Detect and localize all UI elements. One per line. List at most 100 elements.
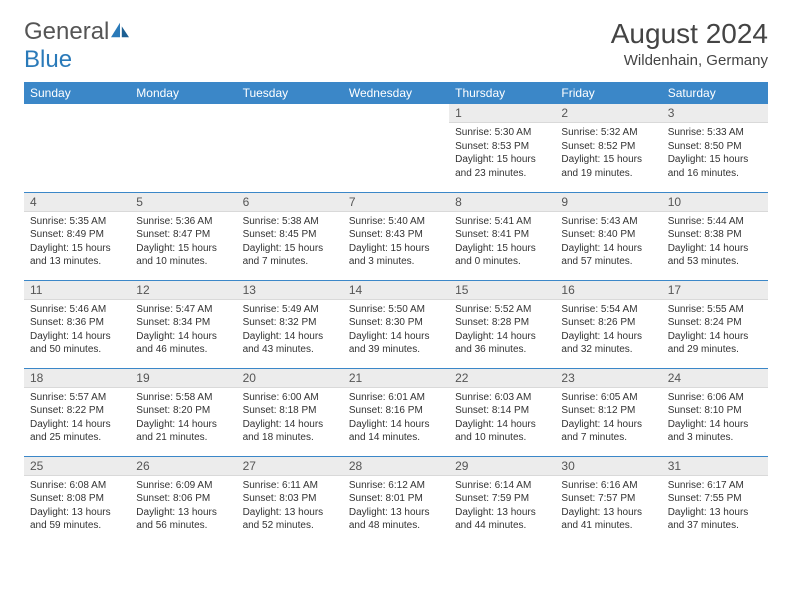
sunrise-line: Sunrise: 5:52 AM xyxy=(455,303,549,317)
sunset-line: Sunset: 8:49 PM xyxy=(30,228,124,242)
calendar-cell: 3Sunrise: 5:33 AMSunset: 8:50 PMDaylight… xyxy=(662,104,768,192)
daylight-line: Daylight: 15 hours and 0 minutes. xyxy=(455,242,549,269)
daylight-line: Daylight: 15 hours and 23 minutes. xyxy=(455,153,549,180)
sunrise-line: Sunrise: 5:38 AM xyxy=(243,215,337,229)
daylight-line: Daylight: 13 hours and 44 minutes. xyxy=(455,506,549,533)
daylight-line: Daylight: 14 hours and 43 minutes. xyxy=(243,330,337,357)
calendar-cell: 18Sunrise: 5:57 AMSunset: 8:22 PMDayligh… xyxy=(24,368,130,456)
daylight-line: Daylight: 15 hours and 7 minutes. xyxy=(243,242,337,269)
day-detail: Sunrise: 5:41 AMSunset: 8:41 PMDaylight:… xyxy=(449,212,555,273)
calendar-cell xyxy=(343,104,449,192)
sunset-line: Sunset: 8:22 PM xyxy=(30,404,124,418)
day-number: 14 xyxy=(343,281,449,300)
daylight-line: Daylight: 14 hours and 46 minutes. xyxy=(136,330,230,357)
sunrise-line: Sunrise: 5:49 AM xyxy=(243,303,337,317)
sunrise-line: Sunrise: 5:55 AM xyxy=(668,303,762,317)
day-detail: Sunrise: 6:01 AMSunset: 8:16 PMDaylight:… xyxy=(343,388,449,449)
day-number: 12 xyxy=(130,281,236,300)
daylight-line: Daylight: 13 hours and 48 minutes. xyxy=(349,506,443,533)
sunrise-line: Sunrise: 6:00 AM xyxy=(243,391,337,405)
day-number: 2 xyxy=(555,104,661,123)
daylight-line: Daylight: 15 hours and 10 minutes. xyxy=(136,242,230,269)
day-detail: Sunrise: 6:00 AMSunset: 8:18 PMDaylight:… xyxy=(237,388,343,449)
sunset-line: Sunset: 8:24 PM xyxy=(668,316,762,330)
month-title: August 2024 xyxy=(611,18,768,50)
daylight-line: Daylight: 14 hours and 14 minutes. xyxy=(349,418,443,445)
calendar-cell: 6Sunrise: 5:38 AMSunset: 8:45 PMDaylight… xyxy=(237,192,343,280)
sunrise-line: Sunrise: 5:35 AM xyxy=(30,215,124,229)
header: General Blue August 2024 Wildenhain, Ger… xyxy=(24,18,768,74)
day-number: 6 xyxy=(237,193,343,212)
day-detail: Sunrise: 5:44 AMSunset: 8:38 PMDaylight:… xyxy=(662,212,768,273)
sunrise-line: Sunrise: 6:14 AM xyxy=(455,479,549,493)
day-detail: Sunrise: 5:54 AMSunset: 8:26 PMDaylight:… xyxy=(555,300,661,361)
weekday-header: Thursday xyxy=(449,82,555,104)
sunrise-line: Sunrise: 5:32 AM xyxy=(561,126,655,140)
weekday-header: Friday xyxy=(555,82,661,104)
daylight-line: Daylight: 14 hours and 21 minutes. xyxy=(136,418,230,445)
calendar-table: SundayMondayTuesdayWednesdayThursdayFrid… xyxy=(24,82,768,544)
day-number: 29 xyxy=(449,457,555,476)
day-number: 18 xyxy=(24,369,130,388)
weekday-header: Sunday xyxy=(24,82,130,104)
day-detail: Sunrise: 5:52 AMSunset: 8:28 PMDaylight:… xyxy=(449,300,555,361)
calendar-cell: 9Sunrise: 5:43 AMSunset: 8:40 PMDaylight… xyxy=(555,192,661,280)
day-number: 10 xyxy=(662,193,768,212)
day-number: 3 xyxy=(662,104,768,123)
day-detail: Sunrise: 5:55 AMSunset: 8:24 PMDaylight:… xyxy=(662,300,768,361)
day-number: 25 xyxy=(24,457,130,476)
calendar-cell: 16Sunrise: 5:54 AMSunset: 8:26 PMDayligh… xyxy=(555,280,661,368)
day-number: 20 xyxy=(237,369,343,388)
day-number: 11 xyxy=(24,281,130,300)
sunset-line: Sunset: 8:28 PM xyxy=(455,316,549,330)
calendar-cell: 14Sunrise: 5:50 AMSunset: 8:30 PMDayligh… xyxy=(343,280,449,368)
calendar-cell: 19Sunrise: 5:58 AMSunset: 8:20 PMDayligh… xyxy=(130,368,236,456)
sunrise-line: Sunrise: 5:58 AM xyxy=(136,391,230,405)
sunrise-line: Sunrise: 5:50 AM xyxy=(349,303,443,317)
sunrise-line: Sunrise: 6:08 AM xyxy=(30,479,124,493)
sunset-line: Sunset: 8:10 PM xyxy=(668,404,762,418)
sunrise-line: Sunrise: 5:36 AM xyxy=(136,215,230,229)
sunset-line: Sunset: 8:30 PM xyxy=(349,316,443,330)
calendar-week: 25 Sunrise: 6:08 AMSunset: 8:08 PM Dayligh… xyxy=(24,456,768,544)
calendar-cell: 10Sunrise: 5:44 AMSunset: 8:38 PMDayligh… xyxy=(662,192,768,280)
sunset-line: Sunset: 8:06 PM xyxy=(136,492,230,506)
sunset-line: Sunset: 8:12 PM xyxy=(561,404,655,418)
day-number: 27 xyxy=(237,457,343,476)
calendar-cell: 26Sunrise: 6:09 AMSunset: 8:06 PMDayligh… xyxy=(130,456,236,544)
calendar-week: 18 Sunrise: 5:57 AMSunset: 8:22 PM Dayligh… xyxy=(24,368,768,456)
calendar-cell xyxy=(130,104,236,192)
sunset-line: Sunset: 7:55 PM xyxy=(668,492,762,506)
sunrise-line: Sunrise: 6:12 AM xyxy=(349,479,443,493)
daylight-line: Daylight: 14 hours and 36 minutes. xyxy=(455,330,549,357)
daylight-line: Daylight: 14 hours and 32 minutes. xyxy=(561,330,655,357)
sunset-line: Sunset: 8:47 PM xyxy=(136,228,230,242)
calendar-cell: 23Sunrise: 6:05 AMSunset: 8:12 PMDayligh… xyxy=(555,368,661,456)
day-detail: Sunrise: 5:50 AMSunset: 8:30 PMDaylight:… xyxy=(343,300,449,361)
sunset-line: Sunset: 8:50 PM xyxy=(668,140,762,154)
day-number: 4 xyxy=(24,193,130,212)
sunrise-line: Sunrise: 6:05 AM xyxy=(561,391,655,405)
calendar-body: 1Sunrise: 5:30 AMSunset: 8:53 PMDaylight… xyxy=(24,104,768,544)
daylight-line: Daylight: 14 hours and 18 minutes. xyxy=(243,418,337,445)
sunset-line: Sunset: 8:08 PM xyxy=(30,492,124,506)
weekday-row: SundayMondayTuesdayWednesdayThursdayFrid… xyxy=(24,82,768,104)
daylight-line: Daylight: 14 hours and 29 minutes. xyxy=(668,330,762,357)
sunrise-line: Sunrise: 5:57 AM xyxy=(30,391,124,405)
calendar-cell: 30Sunrise: 6:16 AMSunset: 7:57 PMDayligh… xyxy=(555,456,661,544)
sunrise-line: Sunrise: 5:54 AM xyxy=(561,303,655,317)
day-number: 17 xyxy=(662,281,768,300)
day-number: 24 xyxy=(662,369,768,388)
sunset-line: Sunset: 8:16 PM xyxy=(349,404,443,418)
calendar-cell: 5Sunrise: 5:36 AMSunset: 8:47 PMDaylight… xyxy=(130,192,236,280)
day-detail: Sunrise: 5:46 AMSunset: 8:36 PMDaylight:… xyxy=(24,300,130,361)
sunrise-line: Sunrise: 5:47 AM xyxy=(136,303,230,317)
brand-logo: General Blue xyxy=(24,18,131,74)
daylight-line: Daylight: 14 hours and 7 minutes. xyxy=(561,418,655,445)
daylight-line: Daylight: 14 hours and 3 minutes. xyxy=(668,418,762,445)
sunset-line: Sunset: 8:26 PM xyxy=(561,316,655,330)
sunrise-line: Sunrise: 6:09 AM xyxy=(136,479,230,493)
daylight-line: Daylight: 14 hours and 50 minutes. xyxy=(30,330,124,357)
sunset-line: Sunset: 8:34 PM xyxy=(136,316,230,330)
daylight-line: Daylight: 13 hours and 52 minutes. xyxy=(243,506,337,533)
